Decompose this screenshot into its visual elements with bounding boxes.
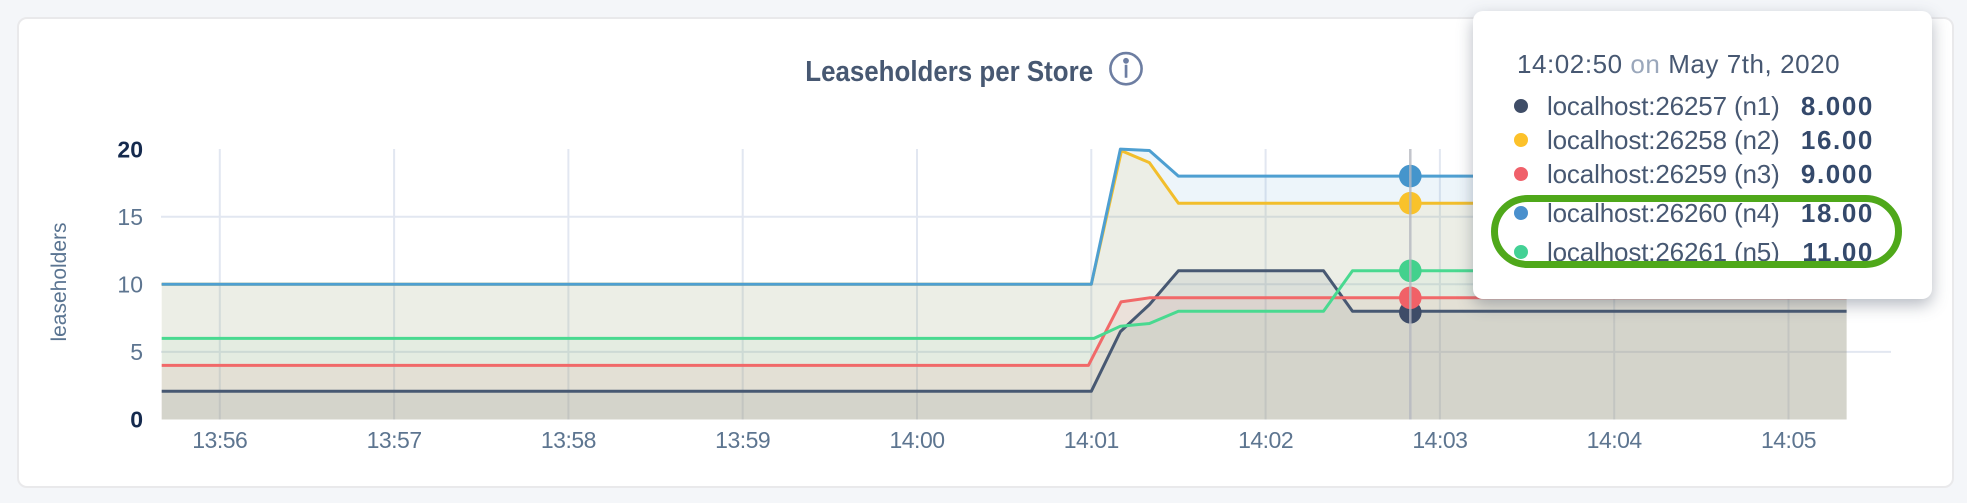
svg-text:14:02: 14:02 — [1238, 427, 1293, 453]
svg-text:14:04: 14:04 — [1587, 427, 1643, 453]
svg-text:leaseholders: leaseholders — [48, 222, 71, 341]
svg-text:5: 5 — [130, 339, 143, 365]
svg-text:20: 20 — [117, 137, 143, 163]
svg-text:13:58: 13:58 — [541, 427, 596, 453]
svg-text:14:00: 14:00 — [889, 427, 944, 453]
svg-text:14:03: 14:03 — [1412, 427, 1467, 453]
svg-text:13:56: 13:56 — [192, 427, 247, 453]
svg-text:14:05: 14:05 — [1761, 427, 1816, 453]
svg-text:15: 15 — [117, 204, 143, 230]
svg-text:13:57: 13:57 — [367, 427, 422, 453]
svg-text:14:01: 14:01 — [1064, 427, 1119, 453]
svg-text:10: 10 — [117, 272, 143, 298]
svg-text:0: 0 — [130, 407, 143, 433]
svg-text:13:59: 13:59 — [715, 427, 770, 453]
